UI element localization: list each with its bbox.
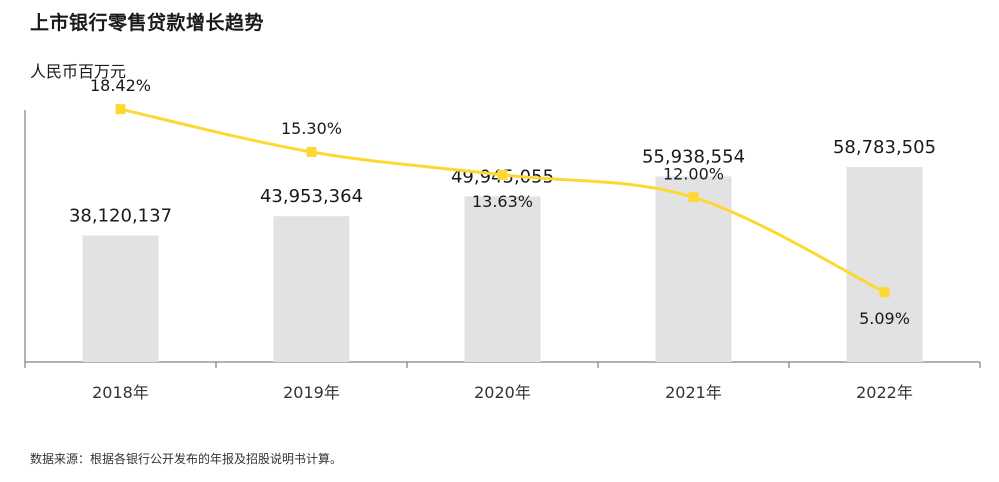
x-tick-label: 2019年 (283, 383, 340, 402)
growth-rate-point (879, 287, 890, 298)
x-tick-label: 2022年 (856, 383, 913, 402)
bar (273, 216, 350, 362)
bar-value-label: 38,120,137 (69, 206, 172, 227)
x-tick-label: 2021年 (665, 383, 722, 402)
bar-value-label: 55,938,554 (642, 146, 745, 167)
growth-rate-label: 15.30% (281, 119, 342, 138)
source-note: 数据来源：根据各银行公开发布的年报及招股说明书计算。 (30, 452, 343, 466)
chart-title: 上市银行零售贷款增长趋势 (30, 12, 265, 34)
growth-rate-label: 18.42% (90, 76, 151, 95)
bar-value-label: 58,783,505 (833, 137, 936, 158)
growth-rate-label: 12.00% (663, 164, 724, 183)
bar (655, 176, 732, 362)
x-tick-label: 2018年 (92, 383, 149, 402)
growth-rate-label: 5.09% (859, 309, 910, 328)
growth-rate-point (306, 146, 317, 157)
bar (846, 167, 923, 362)
growth-rate-point (497, 169, 508, 180)
bar (464, 196, 541, 362)
x-tick-label: 2020年 (474, 383, 531, 402)
bar-value-label: 43,953,364 (260, 186, 363, 207)
growth-rate-point (115, 104, 126, 115)
growth-rate-point (688, 192, 699, 203)
growth-rate-label: 13.63% (472, 192, 533, 211)
bar (82, 235, 159, 362)
unit-label: 人民币百万元 (30, 62, 127, 81)
